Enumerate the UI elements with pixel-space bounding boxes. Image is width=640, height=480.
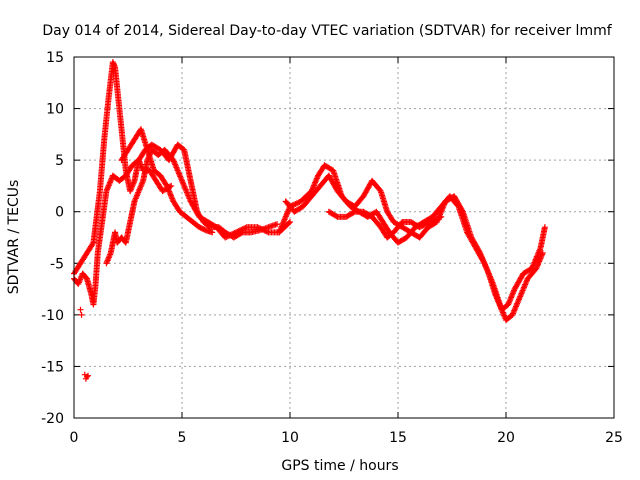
y-tick-label: 0 (55, 205, 64, 221)
plot-area (71, 59, 548, 382)
y-tick-label: 10 (46, 102, 64, 118)
data-point (539, 249, 546, 256)
data-point (262, 228, 269, 235)
x-tick-label: 5 (178, 430, 187, 446)
data-point (230, 230, 237, 237)
data-point (209, 229, 216, 236)
data-point (419, 222, 426, 229)
y-tick-label: -10 (41, 308, 64, 324)
data-point (231, 229, 238, 236)
data-point (541, 224, 548, 231)
data-point (255, 224, 262, 231)
y-tick-label: 15 (46, 50, 64, 66)
data-point (234, 228, 241, 235)
data-point (350, 209, 357, 216)
data-point (83, 373, 90, 380)
data-point (426, 219, 433, 226)
data-point (224, 233, 231, 240)
y-axis-label: SDTVAR / TECUs (6, 180, 22, 295)
data-point (257, 225, 264, 232)
data-point (293, 200, 300, 207)
data-point (254, 224, 261, 231)
data-point (238, 226, 245, 233)
plot-frame (73, 56, 615, 419)
data-point (435, 215, 442, 222)
data-point (258, 226, 265, 233)
data-point (417, 223, 424, 230)
data-point (274, 221, 281, 228)
data-point (261, 227, 268, 234)
data-point (242, 224, 249, 231)
data-point (228, 231, 235, 238)
data-point (239, 226, 246, 233)
axis-ticks: 0 5 10 15 20 25 -20 -15 -10 -5 0 5 10 15 (41, 50, 623, 446)
x-tick-label: 20 (497, 430, 515, 446)
data-point (423, 220, 430, 227)
data-point (241, 225, 248, 232)
data-point (430, 217, 437, 224)
x-axis-label: GPS time / hours (281, 458, 398, 474)
data-point (459, 207, 466, 214)
data-point (427, 219, 434, 226)
x-tick-label: 10 (281, 430, 299, 446)
data-point (163, 181, 170, 188)
x-tick-label: 0 (70, 430, 79, 446)
data-point (476, 248, 483, 255)
data-point (424, 220, 431, 227)
grid (74, 57, 614, 418)
data-point (416, 224, 423, 231)
data-point (292, 200, 299, 207)
data-point (434, 215, 441, 222)
data-point (223, 233, 230, 240)
data-point (233, 229, 239, 236)
data-point (436, 214, 443, 221)
data-point (432, 216, 439, 223)
data-point (77, 306, 84, 313)
data-point (227, 231, 234, 238)
x-tick-label: 15 (389, 430, 407, 446)
data-point (89, 240, 96, 247)
y-tick-label: -20 (41, 411, 64, 427)
y-tick-label: -5 (50, 256, 64, 272)
data-point (422, 221, 428, 228)
data-point (222, 234, 229, 241)
data-point (260, 226, 266, 233)
data-point (237, 227, 244, 234)
data-point (431, 217, 438, 224)
data-point (78, 311, 85, 318)
data-point (428, 218, 435, 225)
data-point (235, 228, 242, 235)
data-point (438, 213, 445, 220)
data-point (333, 213, 340, 220)
chart-title: Day 014 of 2014, Sidereal Day-to-day VTE… (42, 23, 612, 39)
data-point (285, 220, 292, 227)
data-point (264, 228, 271, 235)
data-point (420, 222, 427, 229)
y-tick-label: 5 (55, 153, 64, 169)
data-point (226, 232, 233, 239)
y-tick-label: -15 (41, 359, 64, 375)
data-point (295, 199, 302, 206)
data-point (291, 201, 298, 208)
x-tick-label: 25 (605, 430, 623, 446)
data-point (85, 372, 92, 379)
data-point (287, 219, 293, 226)
